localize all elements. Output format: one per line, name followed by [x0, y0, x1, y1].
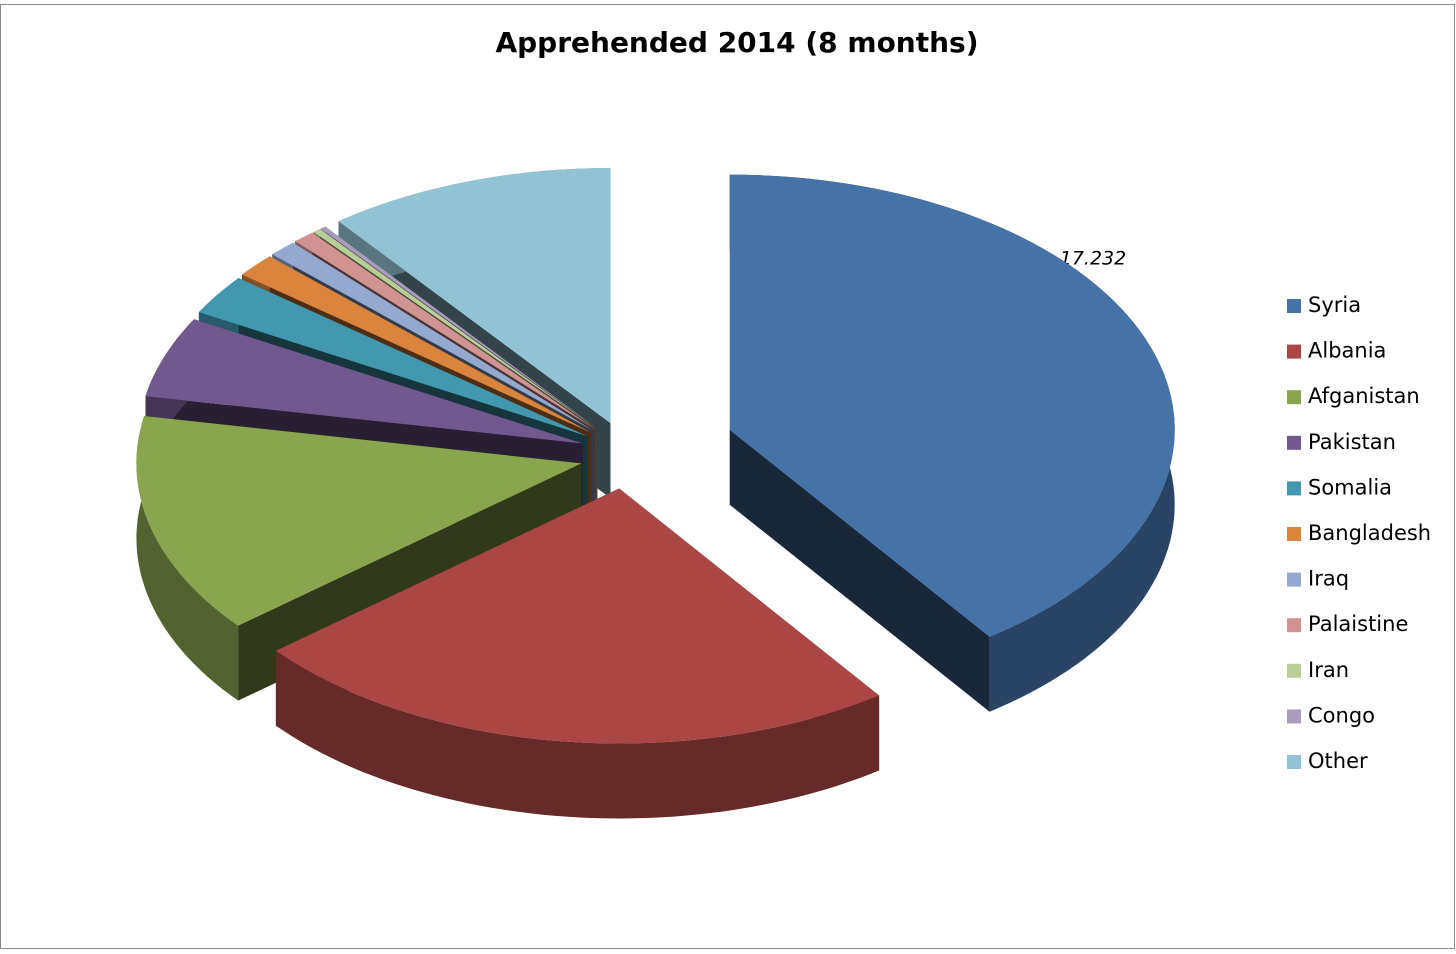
legend-label: Other [1308, 749, 1368, 773]
slice [729, 174, 1175, 712]
slice-top [275, 488, 880, 744]
slice-side [729, 429, 990, 712]
slice-top [145, 319, 583, 444]
legend-swatch [1287, 344, 1301, 359]
slice-top [136, 416, 582, 626]
legend-swatch [1287, 390, 1301, 405]
legend-label: Palaistine [1308, 612, 1408, 636]
legend-label: Pakistan [1308, 430, 1396, 454]
slice-top [338, 168, 611, 424]
data-label: 17.232 [1060, 248, 1126, 270]
legend-label: Iran [1308, 658, 1349, 682]
slice-top [272, 242, 594, 431]
legend-label: Syria [1308, 293, 1361, 317]
legend-swatch [1287, 435, 1301, 450]
slice [275, 488, 880, 819]
slice-side [275, 650, 880, 819]
slice-top [320, 226, 598, 429]
chart-title: Apprehended 2014 (8 months) [495, 26, 978, 59]
legend-swatch [1287, 618, 1301, 633]
slice-top [242, 256, 592, 433]
legend-swatch [1287, 572, 1301, 587]
legend-label: Somalia [1308, 475, 1392, 499]
legend-swatch [1287, 481, 1301, 496]
slice-top [295, 232, 596, 430]
legend-label: Albania [1308, 339, 1386, 363]
legend-label: Afganistan [1308, 384, 1420, 408]
legend-label: Iraq [1308, 567, 1349, 591]
legend-swatch [1287, 663, 1301, 678]
legend-swatch [1287, 755, 1301, 769]
slice-top [198, 278, 588, 437]
slice-top [729, 174, 1175, 637]
slice-side [136, 416, 239, 701]
legend-swatch [1287, 709, 1301, 724]
legend-swatch [1287, 527, 1301, 541]
legend-label: Congo [1308, 703, 1375, 727]
legend-label: Bangladesh [1308, 521, 1431, 545]
legend-swatch [1287, 299, 1301, 313]
slice-top [313, 229, 597, 429]
